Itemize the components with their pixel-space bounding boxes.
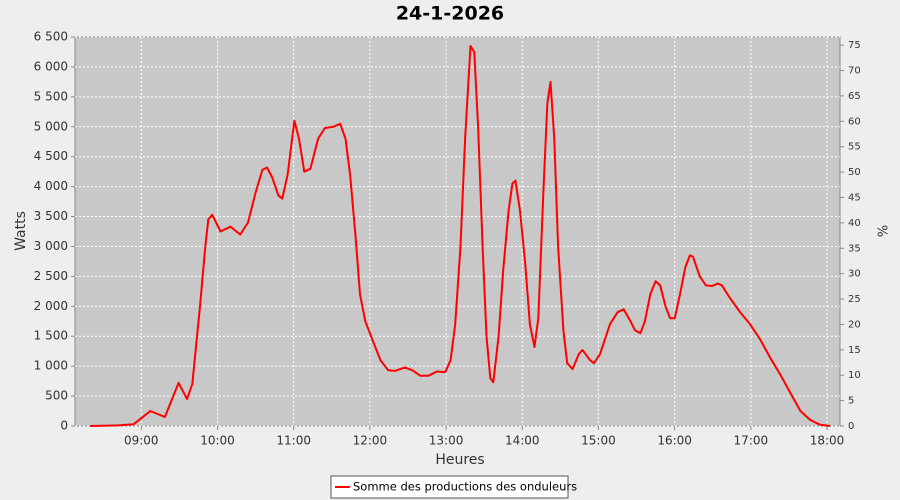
x-tick-label: 15:00 bbox=[581, 434, 616, 448]
y-tick-label: 500 bbox=[45, 389, 68, 403]
line bbox=[90, 45, 831, 427]
x-tick-label: 17:00 bbox=[734, 434, 769, 448]
y2-tick-label: 70 bbox=[848, 66, 861, 77]
y-tick-label: 4 000 bbox=[34, 179, 68, 193]
y-tick-label: 0 bbox=[60, 419, 68, 433]
y-tick-label: 6 500 bbox=[34, 30, 68, 44]
y-axis-label: Watts bbox=[13, 211, 29, 251]
x-tick-label: 12:00 bbox=[353, 434, 388, 448]
y-tick-label: 2 000 bbox=[34, 299, 68, 313]
chart-title: 24-1-2026 bbox=[396, 3, 504, 25]
y-tick-label: 1 000 bbox=[34, 359, 68, 373]
y2-tick-label: 15 bbox=[848, 345, 861, 356]
x-tick-label: 13:00 bbox=[429, 434, 464, 448]
x-tick-label: 18:00 bbox=[810, 434, 845, 448]
y2-tick-label: 5 bbox=[848, 396, 854, 407]
y-tick-label: 2 500 bbox=[34, 269, 68, 283]
x-tick-label: 09:00 bbox=[124, 434, 159, 448]
y2-tick-label: 30 bbox=[848, 269, 861, 280]
y2-tick-label: 40 bbox=[848, 218, 861, 229]
y2-tick-label: 25 bbox=[848, 294, 861, 305]
x-tick-label: 16:00 bbox=[657, 434, 692, 448]
y2-tick-label: 35 bbox=[848, 243, 861, 254]
y2-axis-label: % bbox=[874, 225, 889, 237]
legend-label: Somme des productions des onduleurs bbox=[353, 480, 577, 494]
x-axis-label: Heures bbox=[435, 452, 484, 468]
y2-tick-label: 20 bbox=[848, 319, 861, 330]
y2-tick-label: 55 bbox=[848, 142, 861, 153]
y2-tick-label: 60 bbox=[848, 116, 861, 127]
x-tick-label: 10:00 bbox=[200, 434, 235, 448]
y-tick-label: 6 000 bbox=[34, 59, 68, 73]
y-tick-label: 5 500 bbox=[34, 89, 68, 103]
y-tick-label: 4 500 bbox=[34, 149, 68, 163]
y-tick-label: 3 500 bbox=[34, 209, 68, 223]
x-tick-label: 11:00 bbox=[276, 434, 311, 448]
y2-tick-label: 0 bbox=[848, 421, 854, 432]
x-tick-label: 14:00 bbox=[505, 434, 540, 448]
y2-tick-label: 50 bbox=[848, 167, 861, 178]
plot-area bbox=[74, 36, 841, 427]
y2-tick-label: 10 bbox=[848, 370, 861, 381]
y2-tick-label: 75 bbox=[848, 40, 861, 51]
y2-tick-label: 45 bbox=[848, 192, 861, 203]
legend bbox=[330, 475, 569, 499]
y2-tick-label: 65 bbox=[848, 91, 861, 102]
y-tick-label: 5 000 bbox=[34, 119, 68, 133]
y-tick-label: 1 500 bbox=[34, 329, 68, 343]
y-tick-label: 3 000 bbox=[34, 239, 68, 253]
